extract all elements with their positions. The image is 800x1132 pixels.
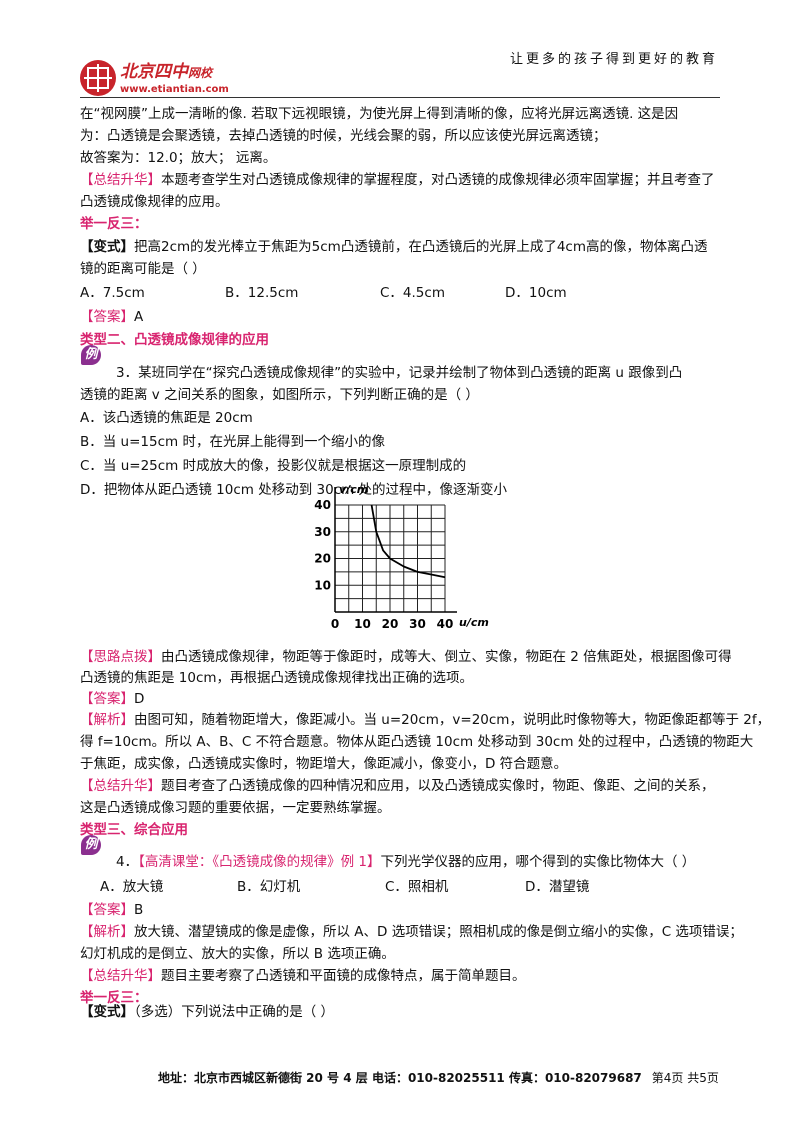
text-line: 【总结升华】题目考查了凸透镜成像的四种情况和应用，以及凸透镜成实像时，物距、像距… — [80, 776, 715, 796]
label: 【解析】 — [80, 712, 134, 728]
label: 【解析】 — [80, 924, 134, 940]
slogan: 让更多的孩子得到更好的教育 — [509, 52, 718, 67]
text-line: 幻灯机成的是倒立、放大的实像，所以 B 选项正确。 — [80, 946, 395, 962]
text-line: 为：凸透镜是会聚透镜，去掉凸透镜的时候，光线会聚的弱，所以应该使光屏远离透镜； — [80, 128, 607, 144]
text: 把高2cm的发光棒立于焦距为5cm凸透镜前，在凸透镜后的光屏上成了4cm高的像，… — [134, 239, 708, 255]
option: B．当 u=15cm 时，在光屏上能得到一个缩小的像 — [80, 434, 385, 450]
logo-url: www.etiantian.com — [120, 84, 229, 95]
option: D．10cm — [505, 285, 567, 301]
example-icon: 例 — [81, 835, 101, 855]
y-tick-label: 10 — [314, 578, 331, 592]
curve — [370, 504, 446, 579]
y-tick-label: 30 — [314, 525, 331, 539]
y-axis-label: v/cm — [339, 483, 368, 496]
option: B．12.5cm — [225, 285, 299, 301]
text-line: 透镜的距离 v 之间关系的图象，如图所示，下列判断正确的是（ ） — [80, 387, 479, 403]
x-axis-label: u/cm — [459, 616, 489, 629]
text-line: 【解析】放大镜、潜望镜成的像是虚像，所以 A、D 选项错误；照相机成的像是倒立缩… — [80, 922, 743, 942]
label: 【答案】 — [80, 902, 134, 918]
text-line: 镜的距离可能是（ ） — [80, 261, 206, 277]
label: 【答案】 — [80, 309, 134, 325]
text-line: 于焦距，成实像，凸透镜成实像时，物距增大，像距减小，像变小，D 符合题意。 — [80, 756, 568, 772]
footer-page: 第4页 共5页 — [651, 1071, 719, 1085]
text-line: 3．某班同学在“探究凸透镜成像规律”的实验中，记录并绘制了物体到凸透镜的距离 u… — [116, 365, 683, 381]
label: 【变式】 — [80, 239, 134, 255]
text-line: 凸透镜的焦距是 10cm，再根据凸透镜成像规律找出正确的选项。 — [80, 670, 474, 686]
logo-emblem — [80, 60, 116, 96]
source: 【高清课堂：《凸透镜成像的规律》例 1】 — [138, 854, 381, 870]
text-line: 【总结升华】本题考查学生对凸透镜成像规律的掌握程度，对凸透镜的成像规律必须牢固掌… — [80, 170, 715, 190]
x-tick-label: 0 — [331, 617, 339, 631]
answer: B — [134, 902, 144, 918]
text-line: 【解析】由图可知，随着物距增大，像距减小。当 u=20cm，v=20cm，说明此… — [80, 710, 770, 730]
number: 4． — [116, 854, 139, 870]
y-tick-label: 20 — [314, 552, 331, 566]
text-line: 这是凸透镜成像习题的重要依据，一定要熟练掌握。 — [80, 800, 391, 816]
text: 下列光学仪器的应用，哪个得到的实像比物体大（ ） — [380, 854, 696, 870]
logo-text: 北京四中网校 — [120, 62, 212, 83]
footer-address: 地址：北京市西城区新德街 20 号 4 层 电话：010-82025511 传真… — [158, 1071, 642, 1085]
label: 【总结升华】 — [80, 778, 161, 794]
text-line: 【答案】D — [80, 689, 144, 709]
text: 由凸透镜成像规律，物距等于像距时，成等大、倒立、实像，物距在 2 倍焦距处，根据… — [161, 649, 732, 665]
x-tick-label: 20 — [382, 617, 399, 631]
answer: D — [134, 691, 145, 707]
heading: 类型三、综合应用 — [80, 822, 188, 838]
option: D．把物体从距凸透镜 10cm 处移动到 30cm 处的过程中，像逐渐变小 — [80, 482, 508, 498]
header-rule — [80, 97, 720, 98]
x-tick-label: 30 — [409, 617, 426, 631]
logo-suffix: 网校 — [188, 66, 213, 80]
text-line: 【变式】（多选）下列说法中正确的是（ ） — [80, 1002, 334, 1022]
option: C．照相机 — [385, 879, 449, 895]
footer: 地址：北京市西城区新德街 20 号 4 层 电话：010-82025511 传真… — [158, 1068, 719, 1088]
heading: 举一反三： — [80, 990, 148, 1006]
x-tick-label: 10 — [354, 617, 371, 631]
text-line: 【思路点拨】由凸透镜成像规律，物距等于像距时，成等大、倒立、实像，物距在 2 倍… — [80, 647, 732, 667]
text: 本题考查学生对凸透镜成像规律的掌握程度，对凸透镜的成像规律必须牢固掌握；并且考查… — [161, 172, 715, 188]
text: 题目考查了凸透镜成像的四种情况和应用，以及凸透镜成实像时，物距、像距、之间的关系… — [161, 778, 715, 794]
y-tick-label: 40 — [314, 498, 331, 512]
text-line: 4．【高清课堂：《凸透镜成像的规律》例 1】下列光学仪器的应用，哪个得到的实像比… — [116, 852, 695, 872]
chart: 0 10 20 30 40 10 20 30 40 u/cm v/cm — [314, 483, 489, 631]
text: 放大镜、潜望镜成的像是虚像，所以 A、D 选项错误；照相机成的像是倒立缩小的实像… — [134, 924, 743, 940]
heading: 类型二、凸透镜成像规律的应用 — [80, 332, 269, 348]
option: A．7.5cm — [80, 285, 145, 301]
text-line: 凸透镜成像规律的应用。 — [80, 194, 229, 210]
option: B．幻灯机 — [237, 879, 301, 895]
option: A．该凸透镜的焦距是 20cm — [80, 410, 253, 426]
text-line: 【答案】A — [80, 307, 143, 327]
text: 题目主要考察了凸透镜和平面镜的成像特点，属于简单题目。 — [161, 968, 526, 984]
x-tick-label: 40 — [437, 617, 454, 631]
option: D．潜望镜 — [525, 879, 590, 895]
logo-brand: 北京四中 — [120, 62, 188, 82]
text-line: 【总结升华】题目主要考察了凸透镜和平面镜的成像特点，属于简单题目。 — [80, 966, 526, 986]
option: C．4.5cm — [380, 285, 445, 301]
label: 【变式】 — [80, 1004, 134, 1020]
text-line: 【答案】B — [80, 900, 143, 920]
text: 由图可知，随着物距增大，像距减小。当 u=20cm，v=20cm，说明此时像物等… — [134, 712, 771, 728]
heading: 举一反三： — [80, 216, 148, 232]
label: 【思路点拨】 — [80, 649, 161, 665]
answer: A — [134, 309, 144, 325]
text-line: 【变式】把高2cm的发光棒立于焦距为5cm凸透镜前，在凸透镜后的光屏上成了4cm… — [80, 237, 708, 257]
text-line: 得 f=10cm。所以 A、B、C 不符合题意。物体从距凸透镜 10cm 处移动… — [80, 734, 754, 750]
example-icon: 例 — [81, 345, 101, 365]
text: （多选）下列说法中正确的是（ ） — [134, 1004, 335, 1020]
option: A．放大镜 — [100, 879, 164, 895]
option: C．当 u=25cm 时成放大的像，投影仪就是根据这一原理制成的 — [80, 458, 467, 474]
text-line: 故答案为：12.0；放大； 远离。 — [80, 150, 277, 166]
label: 【总结升华】 — [80, 968, 161, 984]
label: 【总结升华】 — [80, 172, 161, 188]
label: 【答案】 — [80, 691, 134, 707]
text-line: 在“视网膜”上成一清晰的像. 若取下远视眼镜，为使光屏上得到清晰的像，应将光屏远… — [80, 106, 679, 122]
